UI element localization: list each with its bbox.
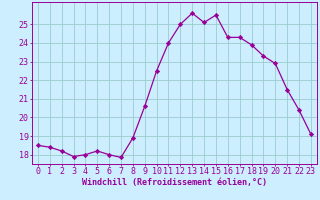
X-axis label: Windchill (Refroidissement éolien,°C): Windchill (Refroidissement éolien,°C) [82,178,267,187]
